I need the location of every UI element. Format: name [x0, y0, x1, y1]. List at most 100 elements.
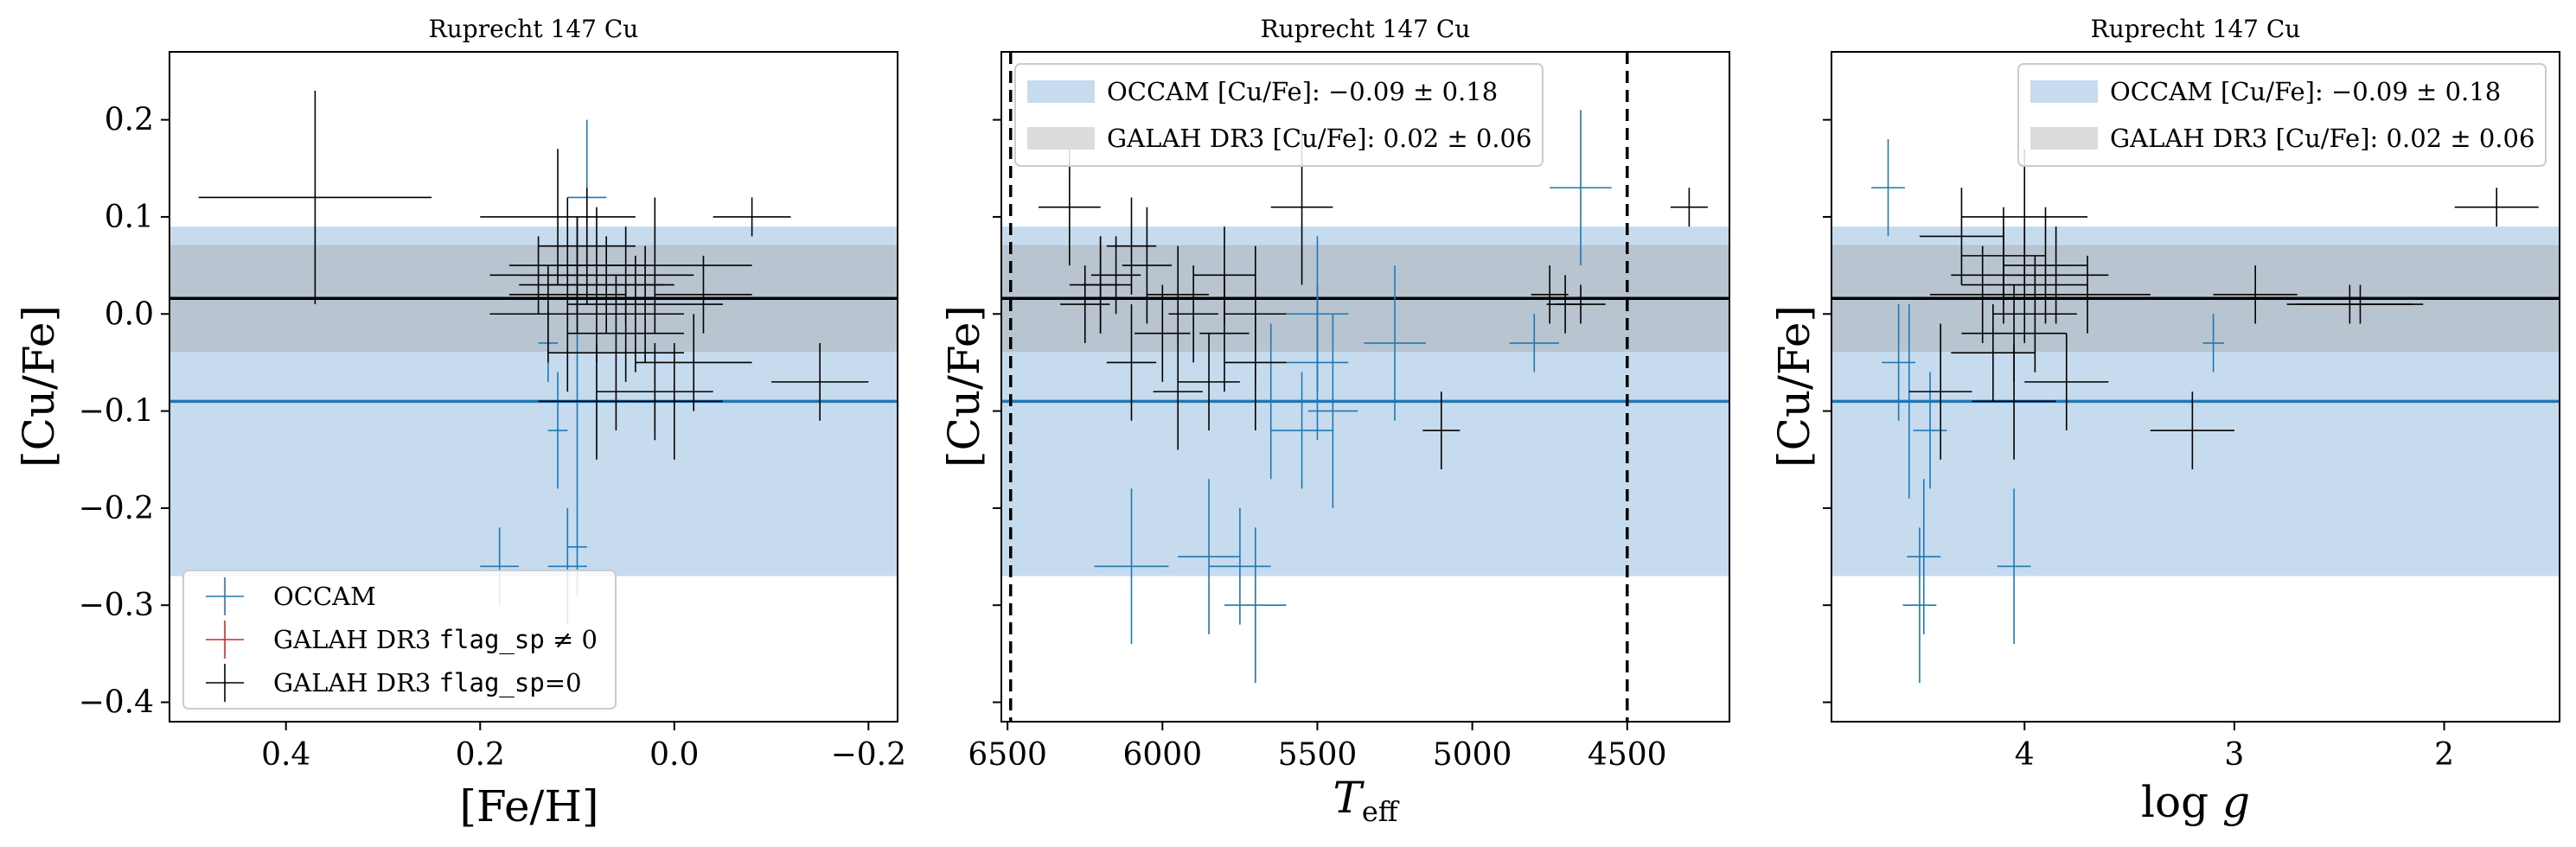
- galah-point: [2150, 392, 2234, 469]
- occam-point: [1882, 304, 1916, 421]
- y-axis-label: [Cu/Fe]: [14, 305, 64, 468]
- occam-point: [1307, 314, 1358, 508]
- occam-point: [1094, 488, 1169, 645]
- galah-point: [1168, 265, 1218, 363]
- occam-point: [1270, 372, 1333, 489]
- galah-point: [508, 216, 646, 315]
- y-tick-label: −0.3: [79, 588, 154, 623]
- y-tick-label: 0.0: [105, 296, 154, 332]
- galah-point: [489, 236, 587, 315]
- galah-point: [547, 275, 685, 431]
- panel-logg: Ruprecht 147 Cu 4 3 2 log g [Cu/Fe] OCCAM …: [1769, 15, 2560, 827]
- x-tick-label: 0.0: [649, 737, 699, 773]
- legend-label: OCCAM [Cu/Fe]: −0.09 ± 0.18: [1107, 77, 1498, 106]
- x-tick-label: 6000: [1123, 737, 1203, 773]
- galah-point: [1147, 245, 1210, 343]
- x-axis-label: log g: [2141, 777, 2250, 827]
- legend-swatch: [1027, 127, 1095, 150]
- legend-swatch: [2030, 80, 2098, 103]
- legend-label: OCCAM [Cu/Fe]: −0.09 ± 0.18: [2110, 77, 2501, 106]
- ticks: 6500 6000 5500 5000 4500: [968, 118, 1667, 773]
- x-tick-label: 5500: [1278, 737, 1358, 773]
- galah-point: [1930, 245, 2036, 343]
- legend-label: GALAH DR3 flag_sp=0: [273, 668, 582, 698]
- ticks: 0.2 0.1 0.0 −0.1 −0.2 −0.3 −0.4 0.4 0.2 0.0 −0.2: [79, 103, 906, 773]
- galah-point: [1106, 304, 1157, 421]
- occam-point: [1239, 323, 1302, 480]
- galah-point: [1961, 207, 2046, 305]
- occam-point: [1224, 527, 1287, 684]
- plot-area: [169, 90, 898, 625]
- x-tick-label: 2: [2434, 737, 2454, 773]
- galah-point: [596, 342, 713, 441]
- occam-point: [1550, 110, 1612, 266]
- galah-point: [538, 342, 655, 460]
- occam-point: [2202, 314, 2224, 373]
- galah-point: [1122, 207, 1173, 324]
- x-axis-label: [Fe/H]: [459, 781, 598, 831]
- legend-box: [2017, 63, 2547, 167]
- occam-point: [1907, 479, 1941, 634]
- panel-feh: Ruprecht 147 Cu 0.2 0.1 0.0 −0.1 −0.2 −0.3 −0.…: [14, 15, 906, 831]
- galah-point: [1908, 323, 1972, 460]
- y-tick-label: −0.4: [79, 685, 154, 721]
- galah-point: [713, 197, 791, 237]
- galah-point: [1422, 392, 1461, 469]
- legend-label: GALAH DR3 [Cu/Fe]: 0.02 ± 0.06: [1107, 124, 1531, 153]
- legend-box: [1014, 63, 1544, 167]
- galah-point: [2024, 255, 2151, 334]
- galah-point: [1224, 245, 1287, 382]
- legend: OCCAM [Cu/Fe]: −0.09 ± 0.18 GALAH DR3 [Cu…: [2017, 63, 2547, 167]
- x-tick-label: 0.4: [261, 737, 310, 773]
- occam-point: [1902, 527, 1937, 684]
- y-axis-label: [Cu/Fe]: [1769, 305, 1819, 468]
- x-tick-label: 6500: [968, 737, 1047, 773]
- legend-box: [182, 570, 617, 710]
- legend-swatch: [2030, 127, 2098, 150]
- occam-point: [1178, 479, 1240, 634]
- occam-point: [1286, 236, 1349, 392]
- x-tick-label: 3: [2224, 737, 2244, 773]
- occam-point: [1997, 488, 2031, 645]
- galah-point: [567, 284, 685, 382]
- occam-point: [1871, 139, 1905, 237]
- panel-title: Ruprecht 147 Cu: [2091, 15, 2301, 43]
- legend-label: GALAH DR3 [Cu/Fe]: 0.02 ± 0.06: [2110, 124, 2534, 153]
- galah-point: [1135, 284, 1191, 382]
- galah-point: [1531, 265, 1569, 324]
- legend: OCCAM GALAH DR3 flag_sp ≠ 0 GALAH DR3 flag…: [182, 570, 617, 710]
- galah-point: [1038, 149, 1101, 266]
- legend-label: GALAH DR3 flag_sp ≠ 0: [273, 625, 598, 655]
- y-tick-label: −0.2: [79, 491, 154, 526]
- galah-point: [1090, 236, 1141, 315]
- galah-point: [1060, 265, 1110, 343]
- galah-point: [1082, 236, 1120, 334]
- y-tick-label: −0.1: [79, 394, 154, 430]
- legend-swatch: [1027, 80, 1095, 103]
- plot-area: [1831, 139, 2560, 684]
- occam-point: [1892, 304, 1927, 499]
- galah-point: [1670, 188, 1708, 227]
- x-tick-label: 4: [2015, 737, 2035, 773]
- galah-point: [1199, 275, 1250, 392]
- x-tick-label: 0.2: [456, 737, 505, 773]
- x-tick-label: −0.2: [831, 737, 906, 773]
- galah-point: [771, 342, 869, 421]
- galah-point: [1951, 304, 2036, 402]
- y-tick-label: 0.2: [105, 103, 154, 138]
- occam-point: [1509, 314, 1559, 373]
- axes-frame: [1831, 51, 2560, 723]
- galah-point: [2003, 207, 2088, 324]
- galah-point: [1972, 342, 2056, 460]
- galah-point: [567, 245, 723, 363]
- galah-point: [1178, 333, 1240, 431]
- occam-point: [547, 372, 568, 489]
- galah-point: [1919, 188, 2004, 285]
- x-axis-label: Teff: [1333, 773, 1399, 828]
- galah-point: [2454, 188, 2539, 227]
- galah-point: [586, 255, 685, 373]
- axes-frame: [169, 51, 898, 723]
- galah-point: [2286, 284, 2413, 324]
- panel-teff: Ruprecht 147 Cu 6500 6000 5500 5000 4500 Tef…: [939, 15, 1730, 828]
- axes-frame: [1000, 51, 1730, 723]
